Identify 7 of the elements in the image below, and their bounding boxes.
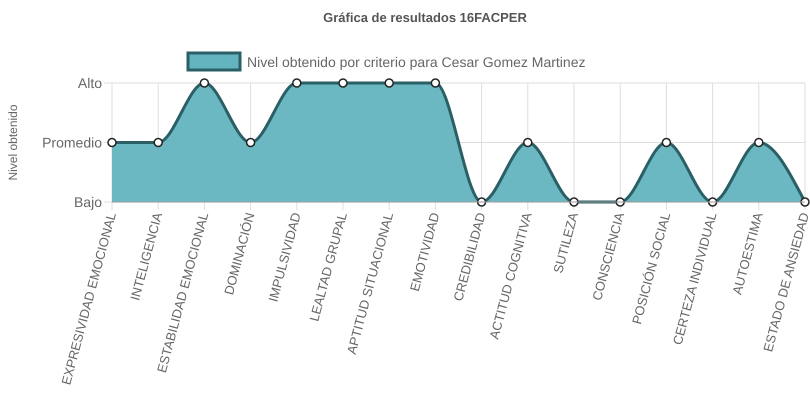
category-label: Bajo [74, 194, 102, 210]
legend-label: Nivel obtenido por criterio para Cesar Gomez Martinez [247, 54, 586, 70]
category-label: Alto [78, 75, 102, 91]
chart-title: Gráfica de resultados 16FACPER [323, 10, 528, 25]
category-label: Promedio [42, 134, 102, 150]
y-axis-title: Nivel obtenido [6, 104, 20, 181]
x-tick-label: LEALTAD GRUPAL [306, 210, 350, 323]
